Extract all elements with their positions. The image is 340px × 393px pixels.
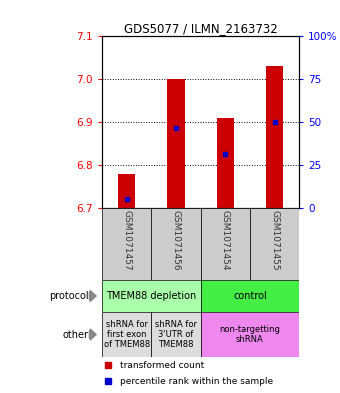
Bar	[201, 280, 299, 312]
Text: GSM1071455: GSM1071455	[270, 210, 279, 271]
Bar	[167, 79, 185, 208]
Bar	[102, 280, 201, 312]
Text: shRNA for
3'UTR of
TMEM88: shRNA for 3'UTR of TMEM88	[155, 320, 197, 349]
Text: shRNA for
first exon
of TMEM88: shRNA for first exon of TMEM88	[103, 320, 150, 349]
Bar	[201, 208, 250, 280]
Text: control: control	[233, 291, 267, 301]
Bar	[201, 312, 299, 357]
Text: transformed count: transformed count	[120, 360, 204, 369]
Bar	[250, 208, 299, 280]
Text: GSM1071456: GSM1071456	[171, 210, 181, 271]
Bar	[102, 208, 151, 280]
Text: TMEM88 depletion: TMEM88 depletion	[106, 291, 197, 301]
Bar	[151, 208, 201, 280]
Bar	[118, 174, 135, 208]
Bar	[266, 66, 283, 208]
Text: non-targetting
shRNA: non-targetting shRNA	[219, 325, 280, 344]
Text: percentile rank within the sample: percentile rank within the sample	[120, 376, 273, 386]
Text: GSM1071457: GSM1071457	[122, 210, 131, 271]
Text: GSM1071454: GSM1071454	[221, 210, 230, 271]
Title: GDS5077 / ILMN_2163732: GDS5077 / ILMN_2163732	[124, 22, 277, 35]
Bar	[102, 312, 151, 357]
Text: protocol: protocol	[49, 291, 88, 301]
Bar	[151, 312, 201, 357]
Text: other: other	[63, 329, 88, 340]
Bar	[217, 118, 234, 208]
